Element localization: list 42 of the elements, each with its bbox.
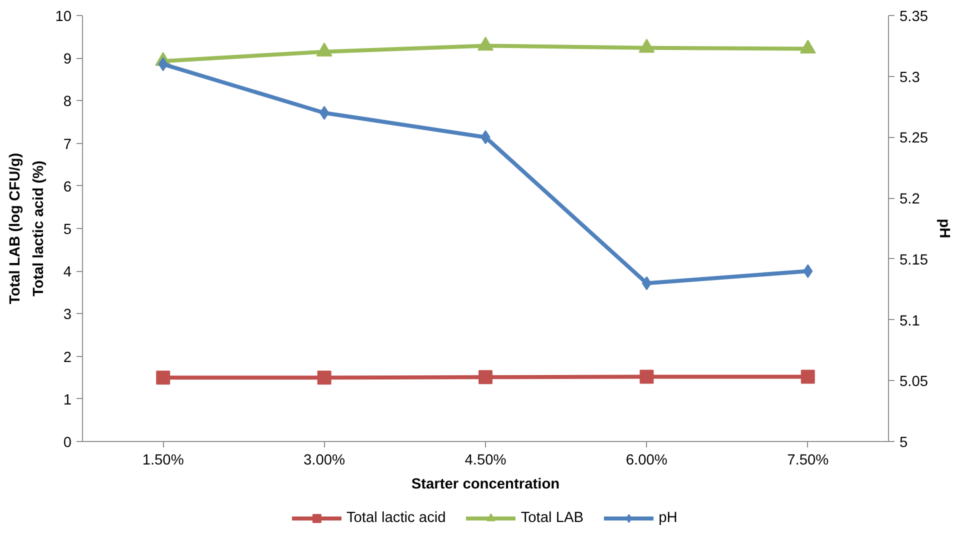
text: Total lactic acid (%) [31, 160, 48, 296]
y-tick-label: 5 [63, 222, 72, 238]
point [642, 276, 652, 290]
y-tick-label: 2 [63, 350, 72, 366]
x-tick-label: 7.50% [787, 452, 829, 468]
y-tick-label: 1 [63, 392, 72, 408]
point [478, 370, 492, 384]
y-tick-label: 4 [63, 264, 72, 281]
point [638, 38, 655, 53]
y-tick-label: 0 [63, 435, 72, 451]
legend-label: pH [658, 510, 678, 526]
y-tick-label: 3 [63, 307, 72, 324]
y-tick-label: 6 [63, 179, 72, 196]
legend-label: Total LAB [520, 510, 584, 526]
point [800, 370, 815, 384]
y-tick-label: 8 [63, 94, 72, 110]
y2-tick-label: 5.1 [900, 313, 920, 330]
x-tick-label: 4.50% [464, 452, 506, 468]
y-tick-label: 7 [63, 136, 72, 153]
x-axis-title: Starter concentration [411, 476, 560, 492]
y-tick-label: 10 [55, 9, 72, 25]
y2-tick-label: 5.25 [900, 130, 928, 147]
y2-tick-label: 5.05 [900, 374, 928, 390]
y2-tick-label: 5.35 [900, 9, 928, 25]
x-tick-label: 3.00% [304, 452, 346, 468]
x-tick-label: 1.50% [142, 452, 184, 468]
y2-tick-label: 5.15 [900, 252, 928, 268]
y2-tick-label: 5 [900, 435, 908, 451]
point [319, 106, 330, 120]
legend-label: Total lactic acid [346, 510, 446, 526]
point [156, 370, 170, 385]
point [640, 370, 654, 384]
y2-tick-label: 5.2 [900, 192, 920, 208]
y2-tick-label: 5.3 [900, 70, 920, 86]
point [317, 370, 332, 385]
x-tick-label: 6.00% [626, 452, 668, 468]
text: Total LAB (log CFU/g) [8, 152, 24, 304]
point [478, 36, 494, 51]
y2-axis-title: pH [936, 218, 952, 238]
y-tick-label: 9 [63, 52, 72, 68]
point [800, 40, 816, 54]
point [316, 42, 332, 57]
